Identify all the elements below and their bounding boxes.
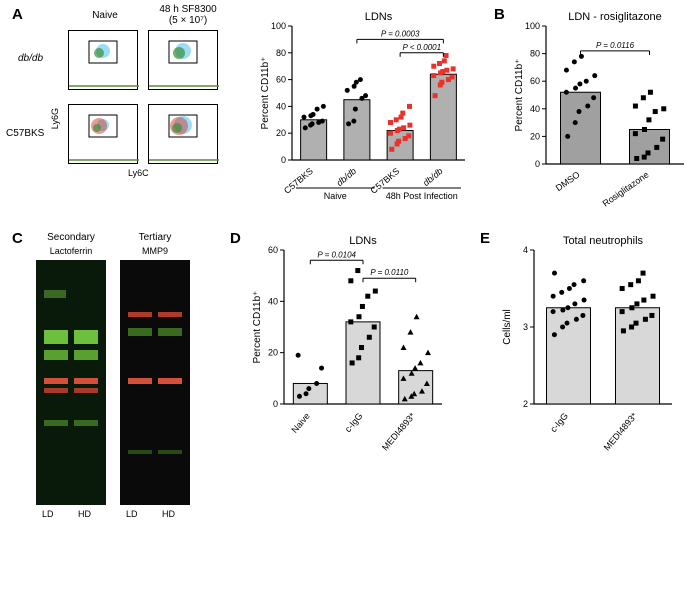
svg-text:LDNs: LDNs bbox=[349, 235, 377, 247]
svg-text:Naive: Naive bbox=[324, 191, 347, 201]
svg-text:Total neutrophils: Total neutrophils bbox=[563, 235, 644, 247]
svg-text:4: 4 bbox=[523, 245, 528, 255]
svg-text:0: 0 bbox=[273, 399, 278, 409]
svg-text:80: 80 bbox=[530, 49, 540, 59]
svg-text:Percent CD11b⁺: Percent CD11b⁺ bbox=[252, 291, 263, 364]
svg-text:Percent CD11b⁺: Percent CD11b⁺ bbox=[260, 57, 271, 130]
wb-lane-1b: HD bbox=[78, 509, 91, 519]
svg-text:c-IgG: c-IgG bbox=[548, 411, 570, 434]
facs-row-header-1: db/db bbox=[18, 53, 43, 64]
wb-header-1: Secondary bbox=[36, 232, 106, 243]
panel-b-barchart: LDN - rosiglitazone 0 20 40 60 80 100 Percent C… bbox=[510, 8, 690, 208]
facs-y-axis: Ly6G bbox=[50, 108, 60, 129]
panel-a-label: A bbox=[12, 6, 23, 23]
wb-header-2: Tertiary bbox=[120, 232, 190, 243]
svg-text:20: 20 bbox=[268, 348, 278, 358]
svg-text:40: 40 bbox=[268, 296, 278, 306]
wb-image-secondary bbox=[36, 260, 106, 505]
wb-target-2: MMP9 bbox=[120, 246, 190, 256]
panel-e-label: E bbox=[480, 230, 490, 247]
svg-text:100: 100 bbox=[271, 21, 286, 31]
wb-image-tertiary bbox=[120, 260, 190, 505]
wb-lane-1a: LD bbox=[42, 509, 54, 519]
svg-text:P = 0.0116: P = 0.0116 bbox=[596, 41, 635, 50]
svg-text:DMSO: DMSO bbox=[554, 169, 582, 193]
svg-text:db/db: db/db bbox=[334, 166, 358, 188]
svg-text:LDNs: LDNs bbox=[365, 11, 393, 23]
svg-text:48h Post Infection: 48h Post Infection bbox=[386, 191, 458, 201]
panel-e-barchart: Total neutrophils 2 3 4 Cells/ml c-IgG MEDI489… bbox=[498, 232, 688, 462]
svg-text:Naive: Naive bbox=[289, 411, 311, 435]
wb-lane-2a: LD bbox=[126, 509, 138, 519]
svg-text:MEDI4893*: MEDI4893* bbox=[380, 410, 418, 452]
svg-text:0: 0 bbox=[535, 159, 540, 169]
svg-text:40: 40 bbox=[530, 104, 540, 114]
svg-text:20: 20 bbox=[276, 128, 286, 138]
wb-lane-2b: HD bbox=[162, 509, 175, 519]
svg-text:Rosiglitazone: Rosiglitazone bbox=[601, 169, 651, 208]
wb-target-1: Lactoferrin bbox=[36, 246, 106, 256]
svg-text:3: 3 bbox=[523, 322, 528, 332]
svg-text:Cells/ml: Cells/ml bbox=[502, 309, 513, 345]
svg-text:2: 2 bbox=[523, 399, 528, 409]
svg-text:40: 40 bbox=[276, 101, 286, 111]
svg-text:P = 0.0110: P = 0.0110 bbox=[370, 268, 409, 277]
svg-text:MEDI4893*: MEDI4893* bbox=[602, 410, 640, 452]
svg-text:P = 0.0003: P = 0.0003 bbox=[381, 29, 420, 38]
panel-b-label: B bbox=[494, 6, 505, 23]
svg-text:c-IgG: c-IgG bbox=[343, 411, 365, 434]
svg-text:P = 0.0104: P = 0.0104 bbox=[317, 250, 356, 259]
svg-text:60: 60 bbox=[530, 76, 540, 86]
panel-a-barchart: LDNs 0 20 40 60 80 100 Percent CD11b⁺ C57BKS db/d… bbox=[256, 8, 471, 208]
svg-text:LDN - rosiglitazone: LDN - rosiglitazone bbox=[568, 11, 662, 23]
svg-text:60: 60 bbox=[276, 75, 286, 85]
facs-x-axis: Ly6C bbox=[128, 168, 149, 178]
facs-col-header-2: 48 h SF8300 (5 × 10⁷) bbox=[148, 4, 228, 26]
facs-plot-2-2 bbox=[148, 104, 218, 164]
svg-text:0: 0 bbox=[281, 155, 286, 165]
panel-d-barchart: LDNs 0 20 40 60 Percent CD11b⁺ Naive c-IgG MEDI4… bbox=[248, 232, 448, 462]
panel-d-label: D bbox=[230, 230, 241, 247]
facs-plot-1-2 bbox=[148, 30, 218, 90]
svg-text:20: 20 bbox=[530, 131, 540, 141]
svg-text:Percent CD11b⁺: Percent CD11b⁺ bbox=[514, 59, 525, 132]
facs-plot-2-1 bbox=[68, 104, 138, 164]
panel-c-label: C bbox=[12, 230, 23, 247]
svg-text:P < 0.0001: P < 0.0001 bbox=[402, 43, 441, 52]
facs-row-header-2: C57BKS bbox=[6, 128, 44, 139]
facs-plot-1-1 bbox=[68, 30, 138, 90]
svg-text:80: 80 bbox=[276, 48, 286, 58]
svg-text:C57BKS: C57BKS bbox=[282, 166, 315, 196]
svg-text:db/db: db/db bbox=[421, 166, 445, 188]
facs-col-header-1: Naive bbox=[70, 10, 140, 21]
svg-text:60: 60 bbox=[268, 245, 278, 255]
svg-text:100: 100 bbox=[525, 21, 540, 31]
